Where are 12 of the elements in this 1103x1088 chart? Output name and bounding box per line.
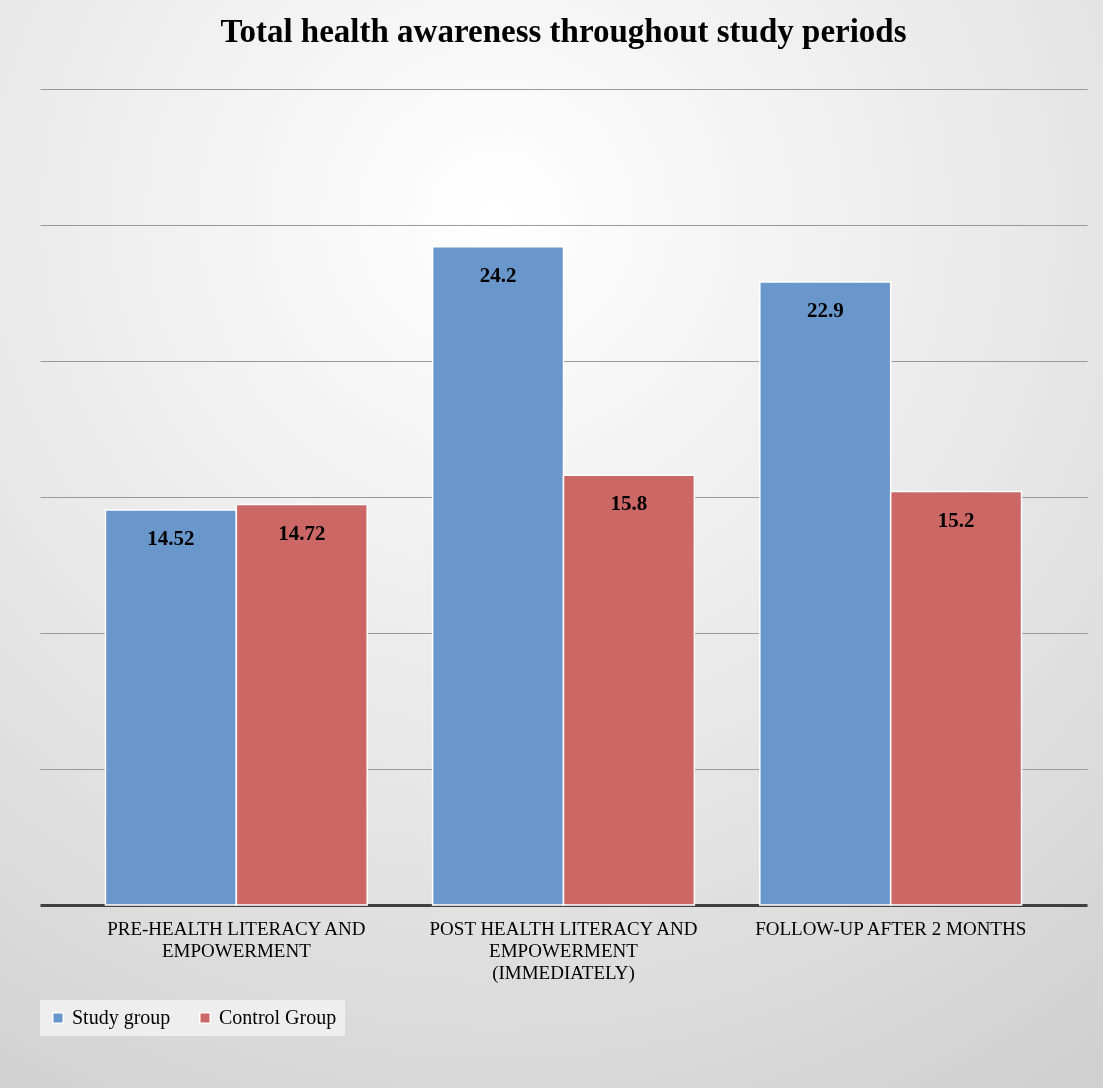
chart-title: Total health awareness throughout study periods	[220, 13, 907, 49]
data-label: 14.72	[278, 520, 326, 545]
data-label: 15.8	[610, 491, 648, 516]
data-label: 15.2	[937, 507, 975, 532]
legend-label: Control Group	[219, 1006, 337, 1029]
data-label: 24.2	[479, 262, 517, 287]
legend-label: Study group	[72, 1006, 171, 1029]
data-label: 14.52	[147, 526, 195, 551]
x-tick-label: FOLLOW-UP AFTER 2 MONTHS	[755, 917, 1027, 939]
x-tick-label: POST HEALTH LITERACY AND EMPOWERMENT (IMMEDIATELY)	[429, 917, 698, 984]
data-label: 22.9	[806, 298, 844, 323]
x-tick-label: PRE-HEALTH LITERACY AND EMPOWERMENT	[107, 917, 366, 961]
